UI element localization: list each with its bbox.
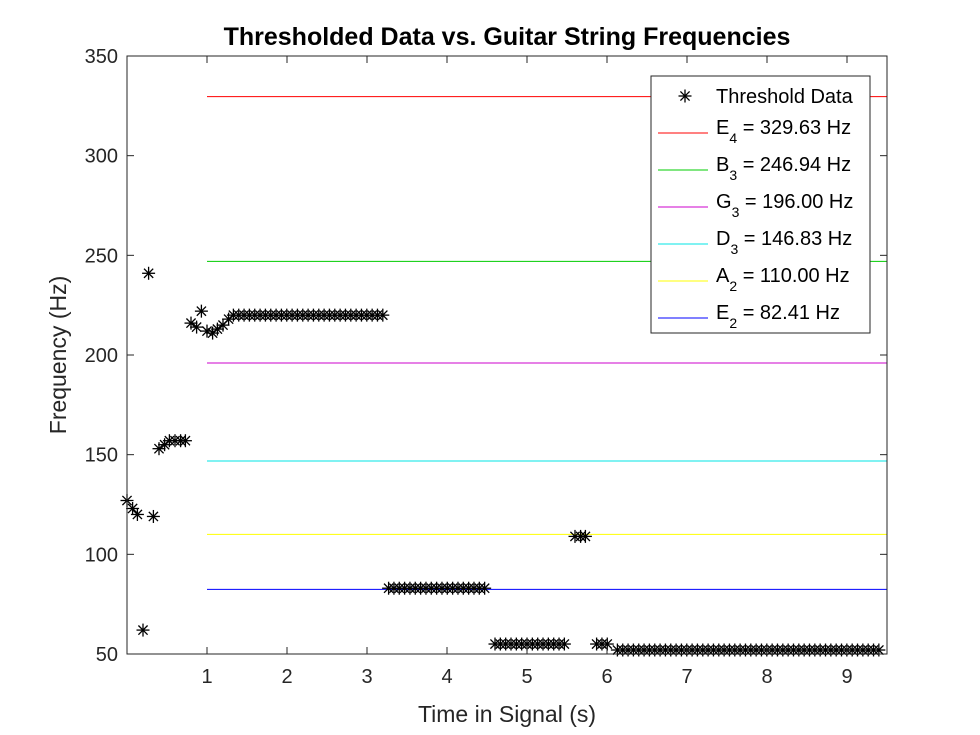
x-tick-label: 4	[441, 666, 452, 688]
y-tick-label: 250	[85, 245, 118, 267]
data-point	[178, 434, 192, 448]
x-tick-label: 2	[281, 666, 292, 688]
data-point	[478, 581, 492, 595]
data-points	[120, 266, 886, 657]
legend-label-g3: G3 = 196.00 Hz	[716, 191, 853, 220]
legend-label-d3: D3 = 146.83 Hz	[716, 228, 852, 257]
data-point	[126, 501, 140, 515]
data-point	[142, 266, 156, 280]
data-point	[557, 637, 571, 651]
data-point	[190, 320, 204, 334]
data-point	[578, 529, 592, 543]
y-tick-label: 50	[96, 644, 118, 666]
data-point	[376, 308, 390, 322]
y-tick-label: 200	[85, 345, 118, 367]
x-tick-label: 5	[521, 666, 532, 688]
data-point	[146, 509, 160, 523]
y-axis-ticks: 50 100 150 200 250 300 350	[85, 46, 887, 666]
data-point	[872, 643, 886, 657]
data-point	[130, 507, 144, 521]
x-tick-label: 7	[681, 666, 692, 688]
y-axis-label: Frequency (Hz)	[45, 276, 71, 434]
y-tick-label: 150	[85, 445, 118, 467]
data-point	[184, 316, 198, 330]
y-tick-label: 350	[85, 46, 118, 68]
x-tick-label: 8	[761, 666, 772, 688]
data-point	[200, 324, 214, 338]
legend-label-e4: E4 = 329.63 Hz	[716, 117, 851, 146]
x-axis-label: Time in Signal (s)	[418, 701, 596, 727]
legend-marker-threshold-data	[678, 89, 692, 103]
x-tick-label: 9	[841, 666, 852, 688]
y-tick-label: 300	[85, 146, 118, 168]
legend-label-b3: B3 = 246.94 Hz	[716, 154, 851, 183]
x-tick-label: 1	[201, 666, 212, 688]
legend-label-threshold-data: Threshold Data	[716, 86, 854, 108]
x-tick-label: 6	[601, 666, 612, 688]
legend-box	[650, 75, 871, 334]
chart-title: Thresholded Data vs. Guitar String Frequ…	[224, 23, 791, 51]
x-axis-ticks: 1 2 3 4 5 6 7 8 9	[201, 56, 853, 688]
legend: Threshold Data E4 = 329.63 Hz B3 = 246.94 …	[650, 75, 871, 334]
legend-label-a2: A2 = 110.00 Hz	[716, 265, 850, 294]
data-point	[194, 304, 208, 318]
y-tick-label: 100	[85, 544, 118, 566]
x-tick-label: 3	[361, 666, 372, 688]
data-point	[136, 623, 150, 637]
legend-label-e2: E2 = 82.41 Hz	[716, 302, 840, 331]
